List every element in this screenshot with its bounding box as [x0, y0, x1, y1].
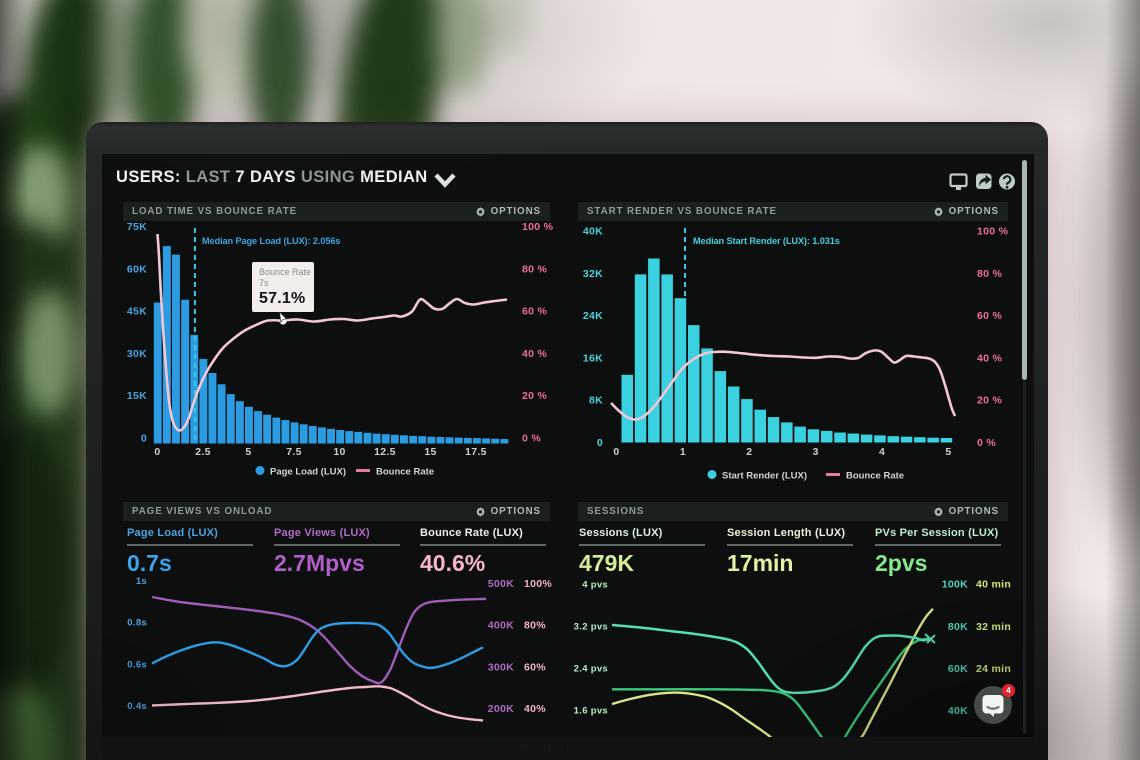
svg-text:4: 4: [879, 446, 885, 458]
svg-text:0.6s: 0.6s: [127, 659, 147, 670]
svg-text:200K: 200K: [488, 703, 514, 715]
svg-text:60 %: 60 %: [522, 306, 547, 318]
svg-text:60 %: 60 %: [977, 310, 1002, 322]
svg-text:24K: 24K: [583, 310, 603, 322]
svg-text:12.5: 12.5: [374, 446, 396, 458]
svg-text:10: 10: [333, 446, 345, 458]
svg-text:0.4s: 0.4s: [127, 701, 147, 712]
svg-text:400K: 400K: [488, 620, 514, 632]
svg-text:30K: 30K: [127, 348, 147, 360]
svg-text:15K: 15K: [127, 390, 147, 402]
svg-text:20 %: 20 %: [522, 390, 547, 402]
svg-text:100%: 100%: [524, 578, 552, 590]
svg-text:2: 2: [746, 446, 752, 458]
svg-text:80K: 80K: [948, 621, 968, 633]
svg-text:80 %: 80 %: [522, 263, 547, 275]
svg-text:40K: 40K: [583, 226, 603, 238]
svg-text:100K: 100K: [942, 579, 968, 591]
svg-text:15: 15: [424, 446, 436, 458]
svg-text:24 min: 24 min: [976, 663, 1011, 675]
svg-text:3: 3: [813, 446, 819, 458]
svg-text:Start Render (LUX): Start Render (LUX): [722, 471, 807, 482]
svg-text:0 %: 0 %: [977, 437, 996, 449]
svg-text:1.6 pvs: 1.6 pvs: [574, 706, 608, 717]
svg-text:7.5: 7.5: [286, 446, 302, 458]
svg-text:Page Load (LUX): Page Load (LUX): [270, 467, 346, 478]
svg-text:300K: 300K: [488, 661, 514, 673]
svg-text:100 %: 100 %: [522, 222, 554, 233]
svg-text:Bounce Rate: Bounce Rate: [376, 467, 434, 478]
svg-text:0: 0: [141, 433, 147, 445]
svg-text:2.5: 2.5: [195, 446, 211, 458]
svg-text:32 min: 32 min: [976, 621, 1011, 633]
svg-text:80%: 80%: [524, 620, 546, 632]
svg-text:45K: 45K: [127, 306, 147, 318]
svg-text:40 %: 40 %: [522, 348, 547, 360]
svg-text:Median Page Load (LUX): 2.056s: Median Page Load (LUX): 2.056s: [202, 236, 340, 246]
svg-text:0: 0: [613, 446, 619, 458]
svg-text:17.5: 17.5: [465, 446, 487, 458]
svg-text:500K: 500K: [488, 578, 514, 590]
svg-text:40 %: 40 %: [977, 352, 1002, 364]
svg-text:0 %: 0 %: [522, 433, 541, 445]
svg-text:16K: 16K: [583, 352, 603, 364]
svg-text:40 min: 40 min: [976, 579, 1011, 591]
svg-text:3.2 pvs: 3.2 pvs: [574, 621, 608, 632]
svg-text:40K: 40K: [948, 705, 968, 717]
svg-text:0: 0: [154, 446, 160, 458]
svg-text:40%: 40%: [524, 703, 546, 715]
svg-text:8K: 8K: [589, 395, 603, 407]
svg-text:100 %: 100 %: [977, 226, 1009, 238]
svg-text:1s: 1s: [136, 576, 147, 587]
svg-text:5: 5: [945, 446, 951, 458]
svg-text:75K: 75K: [127, 222, 147, 233]
svg-text:20 %: 20 %: [977, 395, 1002, 407]
svg-text:0.8s: 0.8s: [127, 618, 147, 629]
svg-text:5: 5: [245, 446, 251, 458]
svg-text:4 pvs: 4 pvs: [582, 579, 608, 590]
svg-text:80 %: 80 %: [977, 268, 1002, 280]
svg-text:Bounce Rate: Bounce Rate: [846, 471, 904, 482]
svg-text:60K: 60K: [127, 263, 147, 275]
svg-text:32K: 32K: [583, 268, 603, 280]
svg-text:2.4 pvs: 2.4 pvs: [574, 664, 608, 675]
svg-text:60%: 60%: [524, 661, 546, 673]
svg-text:Median Start Render (LUX): 1.0: Median Start Render (LUX): 1.031s: [693, 236, 840, 246]
svg-text:60K: 60K: [948, 663, 968, 675]
svg-text:0: 0: [597, 437, 603, 449]
svg-text:1: 1: [680, 446, 686, 458]
